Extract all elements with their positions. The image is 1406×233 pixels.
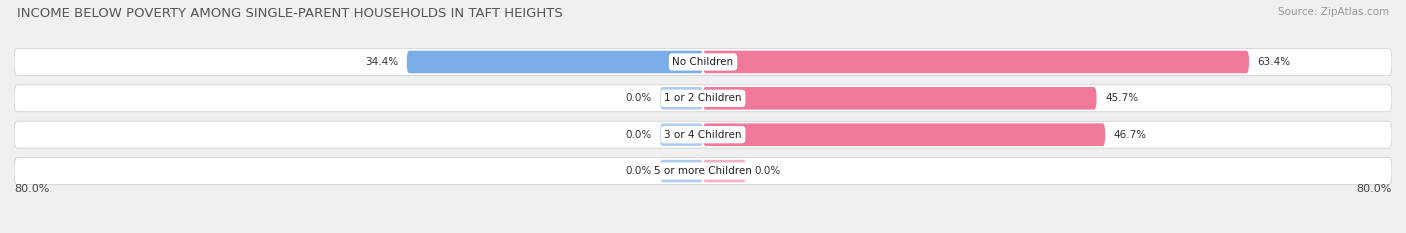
- FancyBboxPatch shape: [659, 123, 703, 146]
- Text: 0.0%: 0.0%: [626, 130, 651, 140]
- Text: 5 or more Children: 5 or more Children: [654, 166, 752, 176]
- FancyBboxPatch shape: [14, 85, 1392, 112]
- Text: 0.0%: 0.0%: [755, 166, 780, 176]
- FancyBboxPatch shape: [659, 87, 703, 110]
- FancyBboxPatch shape: [659, 160, 703, 182]
- Text: 0.0%: 0.0%: [626, 166, 651, 176]
- FancyBboxPatch shape: [14, 48, 1392, 75]
- Text: 3 or 4 Children: 3 or 4 Children: [664, 130, 742, 140]
- Text: 46.7%: 46.7%: [1114, 130, 1147, 140]
- FancyBboxPatch shape: [703, 51, 1249, 73]
- Text: Source: ZipAtlas.com: Source: ZipAtlas.com: [1278, 7, 1389, 17]
- FancyBboxPatch shape: [406, 51, 703, 73]
- FancyBboxPatch shape: [703, 87, 1097, 110]
- Text: 63.4%: 63.4%: [1257, 57, 1291, 67]
- Text: No Children: No Children: [672, 57, 734, 67]
- Text: 45.7%: 45.7%: [1105, 93, 1139, 103]
- FancyBboxPatch shape: [703, 123, 1105, 146]
- Text: 0.0%: 0.0%: [626, 93, 651, 103]
- FancyBboxPatch shape: [14, 121, 1392, 148]
- Text: 80.0%: 80.0%: [1357, 184, 1392, 194]
- Text: INCOME BELOW POVERTY AMONG SINGLE-PARENT HOUSEHOLDS IN TAFT HEIGHTS: INCOME BELOW POVERTY AMONG SINGLE-PARENT…: [17, 7, 562, 20]
- Text: 1 or 2 Children: 1 or 2 Children: [664, 93, 742, 103]
- FancyBboxPatch shape: [703, 160, 747, 182]
- Text: 34.4%: 34.4%: [366, 57, 398, 67]
- FancyBboxPatch shape: [14, 158, 1392, 185]
- Text: 80.0%: 80.0%: [14, 184, 49, 194]
